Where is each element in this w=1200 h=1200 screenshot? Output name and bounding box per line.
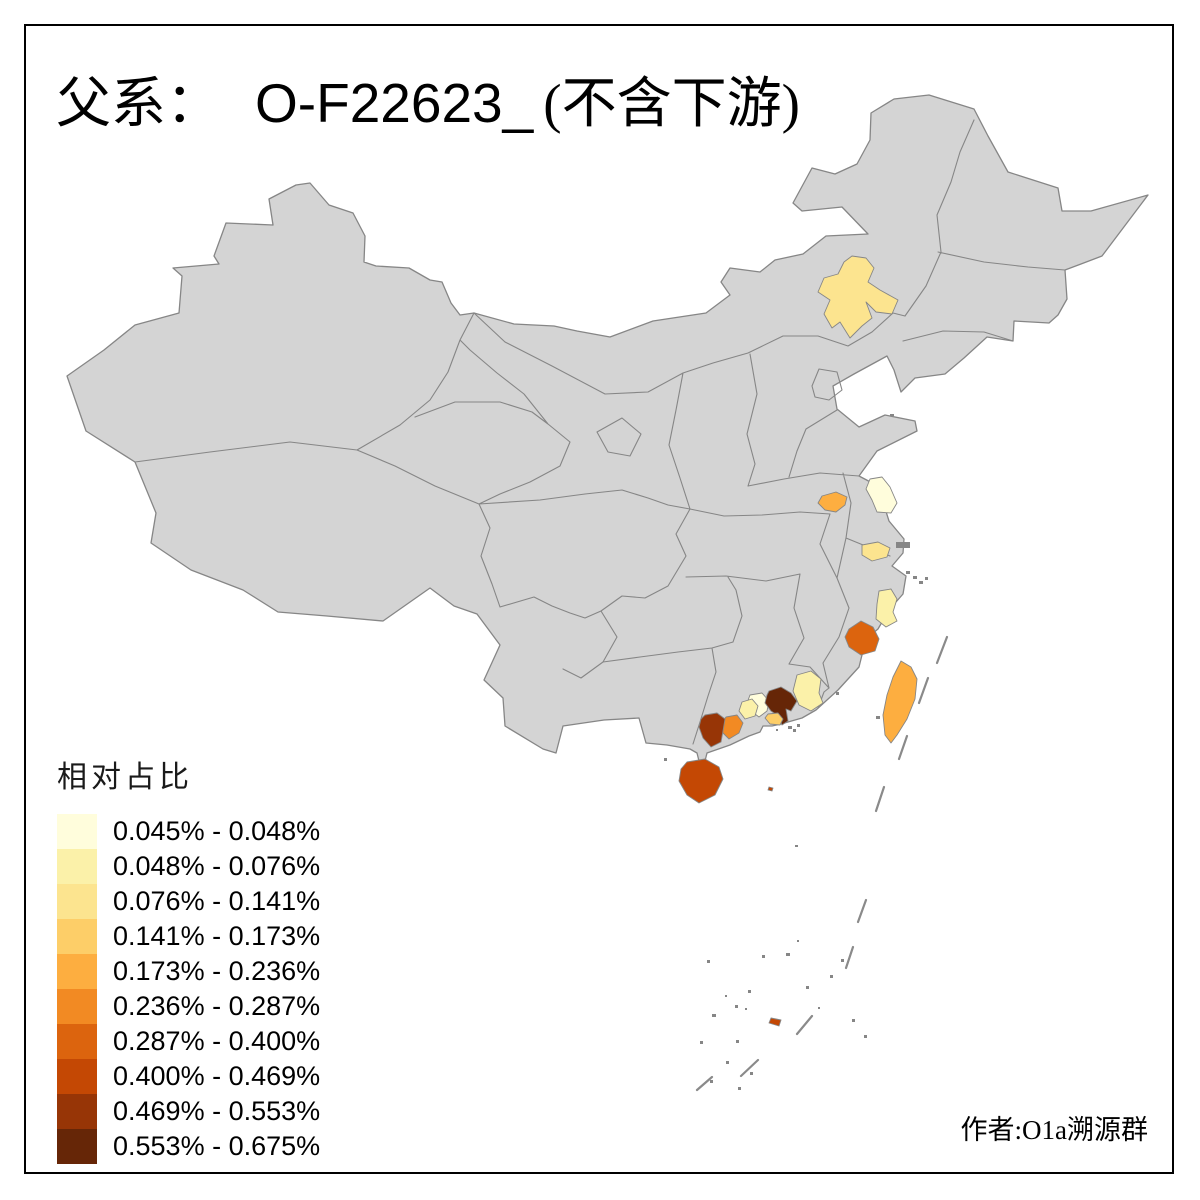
region-hainan	[678, 758, 724, 804]
legend-row: 0.076% - 0.141%	[57, 884, 320, 919]
region-west-guangdong-pale	[738, 698, 759, 720]
legend-rows: 0.045% - 0.048% 0.048% - 0.076% 0.076% - 0…	[57, 814, 320, 1164]
region-xisha-islet	[768, 1017, 782, 1027]
small-island-speck	[836, 692, 839, 695]
legend-swatch	[57, 849, 97, 884]
small-island-speck	[852, 1019, 855, 1022]
legend-swatch	[57, 954, 97, 989]
region-wanshan-islet	[767, 786, 774, 792]
legend-label: 0.553% - 0.675%	[113, 1131, 321, 1161]
small-island-speck	[818, 1007, 820, 1009]
region-north-anhui	[817, 491, 848, 513]
title-prefix: 父系：	[56, 73, 222, 134]
legend-swatch	[57, 1129, 97, 1164]
legend-label: 0.287% - 0.400%	[113, 1026, 321, 1056]
small-island-speck	[762, 955, 765, 958]
legend-swatch	[57, 884, 97, 919]
small-island-speck	[735, 1005, 738, 1008]
page-title: 父系： O-F22623_ (不含下游)	[56, 58, 800, 138]
region-taiwan	[882, 660, 918, 744]
small-island-speck	[700, 1041, 703, 1044]
region-east-pearl-delta-dark	[764, 686, 798, 726]
region-maoming	[698, 712, 726, 748]
region-zhongshan-zhuhai	[764, 712, 784, 726]
legend-swatch	[57, 1094, 97, 1129]
legend-swatch	[57, 814, 97, 849]
legend-row: 0.048% - 0.076%	[57, 849, 320, 884]
title-haplogroup-code: O-F22623_	[255, 72, 534, 134]
legend-row: 0.236% - 0.287%	[57, 989, 320, 1024]
legend-row: 0.553% - 0.675%	[57, 1129, 320, 1164]
small-island-speck	[906, 571, 910, 574]
small-island-speck	[710, 1080, 713, 1083]
legend-label: 0.400% - 0.469%	[113, 1061, 321, 1091]
small-island-speck	[745, 1008, 747, 1010]
small-island-speck	[788, 726, 792, 729]
small-island-speck	[738, 1087, 741, 1090]
legend-row: 0.287% - 0.400%	[57, 1024, 320, 1059]
small-island-speck	[864, 1035, 867, 1038]
small-island-speck	[748, 990, 751, 993]
legend-row: 0.400% - 0.469%	[57, 1059, 320, 1094]
small-island-speck	[925, 577, 928, 580]
legend-title: 相对占比	[57, 761, 193, 794]
legend-row: 0.141% - 0.173%	[57, 919, 320, 954]
small-island-speck	[841, 959, 844, 962]
legend-label: 0.236% - 0.287%	[113, 991, 321, 1021]
small-island-speck	[797, 940, 799, 942]
small-island-speck	[876, 716, 880, 719]
region-coastal-jiangsu	[865, 476, 898, 514]
small-island-speck	[913, 576, 917, 579]
small-island-speck	[797, 724, 800, 727]
small-island-speck	[725, 995, 727, 997]
small-island-speck	[830, 975, 833, 978]
region-coastal-fujian	[844, 620, 880, 656]
small-island-speck	[786, 953, 790, 956]
legend-row: 0.469% - 0.553%	[57, 1094, 320, 1129]
small-island-speck	[736, 1040, 739, 1043]
small-island-speck	[726, 1061, 729, 1064]
small-island-speck	[919, 581, 923, 584]
legend-label: 0.045% - 0.048%	[113, 816, 321, 846]
region-inner-mongolia-league	[817, 255, 899, 339]
legend-label: 0.141% - 0.173%	[113, 921, 321, 951]
mainland-china-landmass	[66, 94, 1149, 774]
small-island-speck	[890, 414, 894, 416]
region-south-jiangsu	[861, 541, 891, 562]
legend-label: 0.048% - 0.076%	[113, 851, 321, 881]
legend-row: 0.045% - 0.048%	[57, 814, 320, 849]
region-northeast-guangdong	[792, 670, 824, 712]
small-island-speck	[776, 729, 778, 731]
small-island-speck	[750, 1072, 753, 1075]
legend: 相对占比 0.045% - 0.048% 0.048% - 0.076% 0.076…	[57, 752, 320, 1164]
nine-dash-line-segments	[695, 635, 949, 1092]
legend-label: 0.469% - 0.553%	[113, 1096, 321, 1126]
small-island-speck	[707, 960, 710, 963]
legend-label: 0.076% - 0.141%	[113, 886, 321, 916]
legend-swatch	[57, 919, 97, 954]
small-island-speck	[896, 542, 910, 548]
attribution-text: 作者:O1a溯源群	[960, 1115, 1148, 1145]
small-island-speck	[712, 1014, 716, 1017]
small-island-speck	[664, 758, 667, 761]
legend-swatch	[57, 1059, 97, 1094]
small-island-speck	[795, 845, 798, 847]
small-island-speck	[806, 986, 809, 989]
legend-row: 0.173% - 0.236%	[57, 954, 320, 989]
region-south-zhejiang	[875, 588, 898, 628]
legend-swatch	[57, 1024, 97, 1059]
legend-swatch	[57, 989, 97, 1024]
small-island-speck	[793, 729, 796, 732]
title-suffix: (不含下游)	[543, 73, 800, 134]
legend-label: 0.173% - 0.236%	[113, 956, 321, 986]
